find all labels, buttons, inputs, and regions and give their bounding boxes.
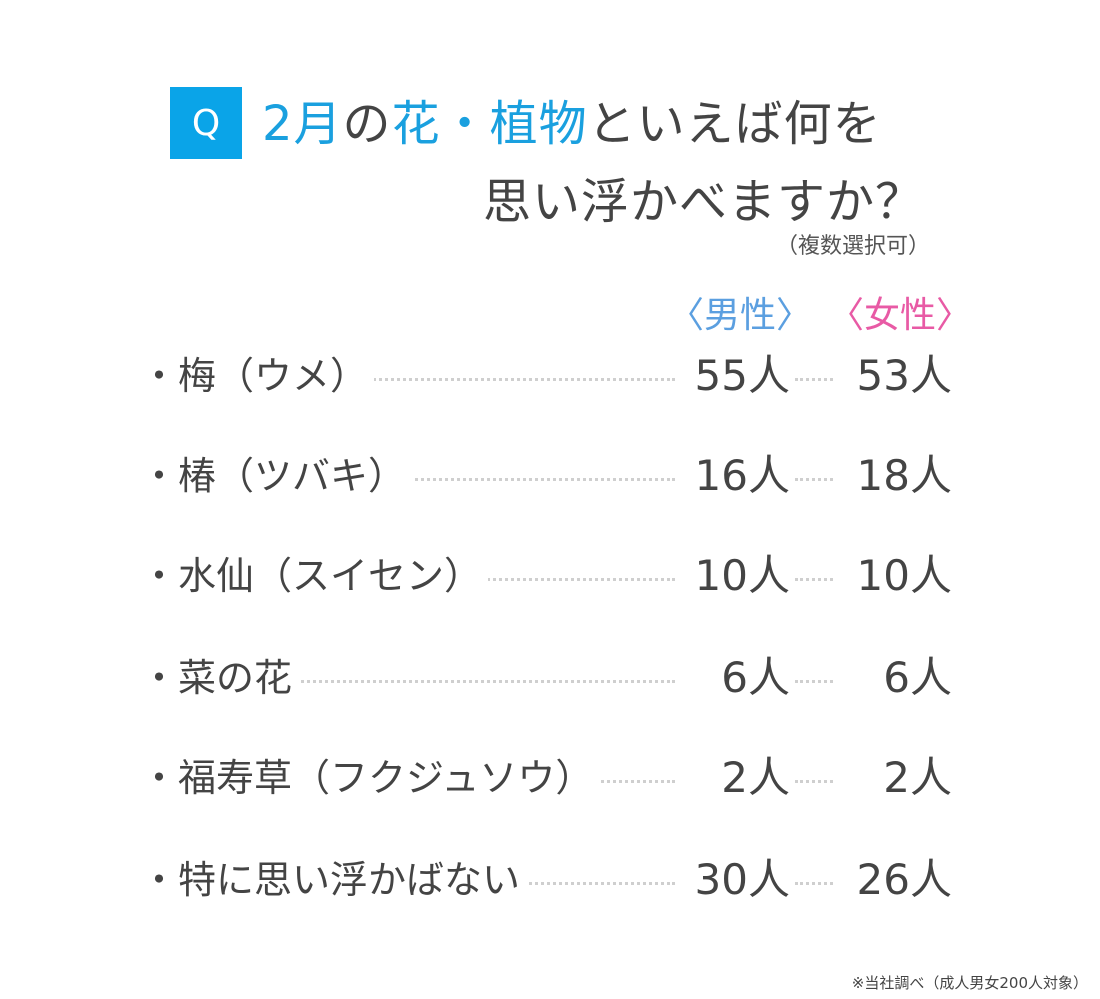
table-row: ・菜の花 6人 6人 <box>140 650 960 706</box>
legend-female: 〈女性〉 <box>828 295 973 336</box>
leader-dots <box>795 578 833 581</box>
q-badge: Q <box>170 87 242 159</box>
legend-male: 〈男性〉 <box>668 295 813 336</box>
row-label: ・水仙（スイセン） <box>140 548 489 604</box>
leader-dots <box>795 882 833 885</box>
male-count: 2人 <box>721 753 790 802</box>
leader-dots <box>795 680 833 683</box>
female-count: 2人 <box>883 753 952 802</box>
row-label: ・菜の花 <box>140 650 299 706</box>
title-particle: の <box>342 96 392 152</box>
female-count: 18人 <box>856 451 952 500</box>
female-count: 53人 <box>856 351 952 400</box>
male-count: 6人 <box>721 653 790 702</box>
female-count: 26人 <box>856 855 952 904</box>
row-label: ・福寿草（フクジュソウ） <box>140 750 600 806</box>
male-count: 55人 <box>694 351 790 400</box>
female-count: 6人 <box>883 653 952 702</box>
title-flower: 花・植物 <box>391 96 588 152</box>
table-row: ・特に思い浮かばない 30人 26人 <box>140 852 960 908</box>
title-rest: といえば何を <box>587 96 882 152</box>
leader-dots <box>795 780 833 783</box>
question-subtitle: （複数選択可） <box>775 234 930 259</box>
leader-dots <box>170 680 675 683</box>
table-row: ・福寿草（フクジュソウ） 2人 2人 <box>140 750 960 806</box>
footnote: ※当社調べ（成人男女200人対象） <box>851 974 1088 992</box>
leader-dots <box>170 478 675 481</box>
leader-dots <box>170 378 675 381</box>
question-title-line1: 2月の花・植物といえば何を <box>262 92 882 156</box>
title-month: 2月 <box>262 96 343 152</box>
leader-dots <box>795 378 833 381</box>
table-row: ・梅（ウメ） 55人 53人 <box>140 348 960 404</box>
row-label: ・梅（ウメ） <box>140 348 375 404</box>
female-count: 10人 <box>856 551 952 600</box>
male-count: 30人 <box>694 855 790 904</box>
table-row: ・椿（ツバキ） 16人 18人 <box>140 448 960 504</box>
leader-dots <box>795 478 833 481</box>
male-count: 10人 <box>694 551 790 600</box>
row-label: ・特に思い浮かばない <box>140 852 527 908</box>
row-label: ・椿（ツバキ） <box>140 448 413 504</box>
question-title-line2: 思い浮かべますか？ <box>482 174 924 230</box>
table-row: ・水仙（スイセン） 10人 10人 <box>140 548 960 604</box>
male-count: 16人 <box>694 451 790 500</box>
